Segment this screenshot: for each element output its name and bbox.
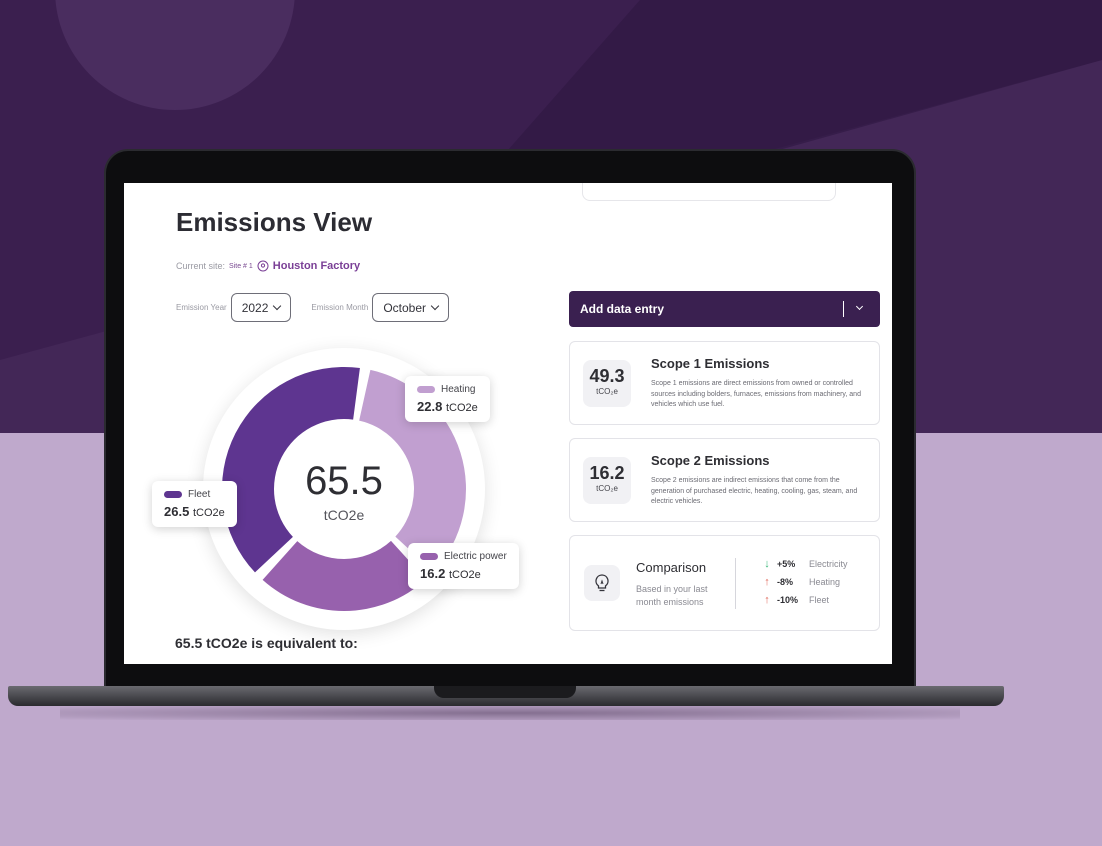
tooltip-fleet-label: Fleet (188, 489, 211, 500)
donut-segment-electric-power[interactable] (262, 540, 426, 611)
month-label: Emission Month (311, 303, 369, 312)
donut-total: 65.5 (305, 459, 383, 503)
comparison-row: ↑ -8% Heating (761, 576, 840, 588)
tooltip-fleet: Fleet 26.5 tCO2e (152, 481, 237, 527)
legend-swatch (420, 553, 438, 560)
legend-swatch (164, 491, 182, 498)
comparison-label: Electricity (809, 559, 848, 569)
scope1-badge: 49.3 tCO₂e (583, 360, 631, 407)
arrow-up-icon: ↑ (764, 576, 770, 588)
scope2-unit: tCO₂e (596, 484, 618, 493)
scope2-badge: 16.2 tCO₂e (583, 457, 631, 504)
divider (735, 558, 736, 609)
comparison-title: Comparison (636, 560, 707, 575)
scope1-description: Scope 1 emissions are direct emissions f… (651, 380, 861, 408)
month-value: October (383, 300, 427, 315)
scope1-card: 49.3 tCO₂e Scope 1 Emissions Scope 1 emi… (569, 341, 880, 425)
location-pin-icon (257, 260, 269, 272)
scope1-title: Scope 1 Emissions (651, 356, 770, 371)
site-name[interactable]: Houston Factory (272, 260, 361, 272)
donut-segment-fleet[interactable] (221, 367, 360, 573)
add-data-label: Add data entry (580, 302, 665, 316)
comparison-label: Fleet (809, 595, 830, 605)
tooltip-heating: Heating 22.8 tCO2e (405, 376, 490, 422)
chevron-down-icon (273, 301, 282, 311)
arrow-down-icon: ↓ (764, 558, 770, 570)
tooltip-fleet-value: 26.5 (164, 504, 190, 519)
laptop-shadow (60, 706, 960, 720)
chevron-down-icon[interactable] (855, 302, 864, 311)
scope1-unit: tCO₂e (596, 387, 618, 396)
filters: Emission Year 2022 Emission Month Octobe… (176, 293, 450, 322)
tooltip-heating-unit: tCO2e (445, 402, 478, 414)
comparison-row: ↓ +5% Electricity (761, 558, 848, 570)
scope2-card: 16.2 tCO₂e Scope 2 Emissions Scope 2 emi… (569, 438, 880, 522)
current-site: Current site: Site # 1 Houston Factory (176, 260, 360, 272)
arrow-up-icon: ↑ (764, 594, 770, 606)
app-screen: Emissions View Current site: Site # 1 Ho… (124, 183, 892, 664)
comparison-pct: +5% (777, 559, 796, 569)
scope2-description: Scope 2 emissions are indirect emissions… (651, 477, 858, 505)
year-value: 2022 (241, 300, 269, 315)
tooltip-electric-label: Electric power (444, 551, 507, 562)
tooltip-electric-unit: tCO2e (448, 569, 481, 581)
chevron-down-icon (430, 301, 440, 311)
site-number: Site # 1 (229, 262, 253, 270)
tooltip-heating-label: Heating (441, 384, 476, 395)
lightbulb-icon (584, 565, 620, 601)
equivalent-heading: 65.5 tCO2e is equivalent to: (175, 635, 358, 651)
comparison-description: Based in your last month emissions (636, 584, 708, 607)
add-data-entry-button[interactable]: Add data entry (569, 291, 880, 327)
tooltip-electric: Electric power 16.2 tCO2e (408, 543, 519, 589)
tooltip-electric-value: 16.2 (420, 566, 446, 581)
comparison-pct: -8% (777, 577, 794, 587)
month-select[interactable]: October (372, 293, 450, 322)
donut-chart (221, 367, 466, 611)
comparison-card: Comparison Based in your last month emis… (569, 535, 880, 631)
scope2-title: Scope 2 Emissions (651, 453, 770, 468)
comparison-label: Heating (809, 577, 841, 587)
tooltip-fleet-unit: tCO2e (192, 507, 225, 519)
scope1-value: 49.3 (589, 366, 625, 386)
top-card (582, 183, 836, 201)
legend-swatch (417, 386, 435, 393)
donut-unit: tCO2e (323, 507, 365, 523)
laptop-notch (434, 686, 576, 698)
comparison-pct: -10% (777, 595, 799, 605)
year-label: Emission Year (176, 303, 227, 312)
page-title: Emissions View (176, 207, 373, 237)
site-label: Current site: (176, 261, 226, 271)
tooltip-heating-value: 22.8 (417, 399, 443, 414)
scope2-value: 16.2 (589, 463, 625, 483)
year-select[interactable]: 2022 (230, 293, 292, 322)
button-divider (843, 301, 844, 317)
comparison-row: ↑ -10% Fleet (761, 594, 829, 606)
